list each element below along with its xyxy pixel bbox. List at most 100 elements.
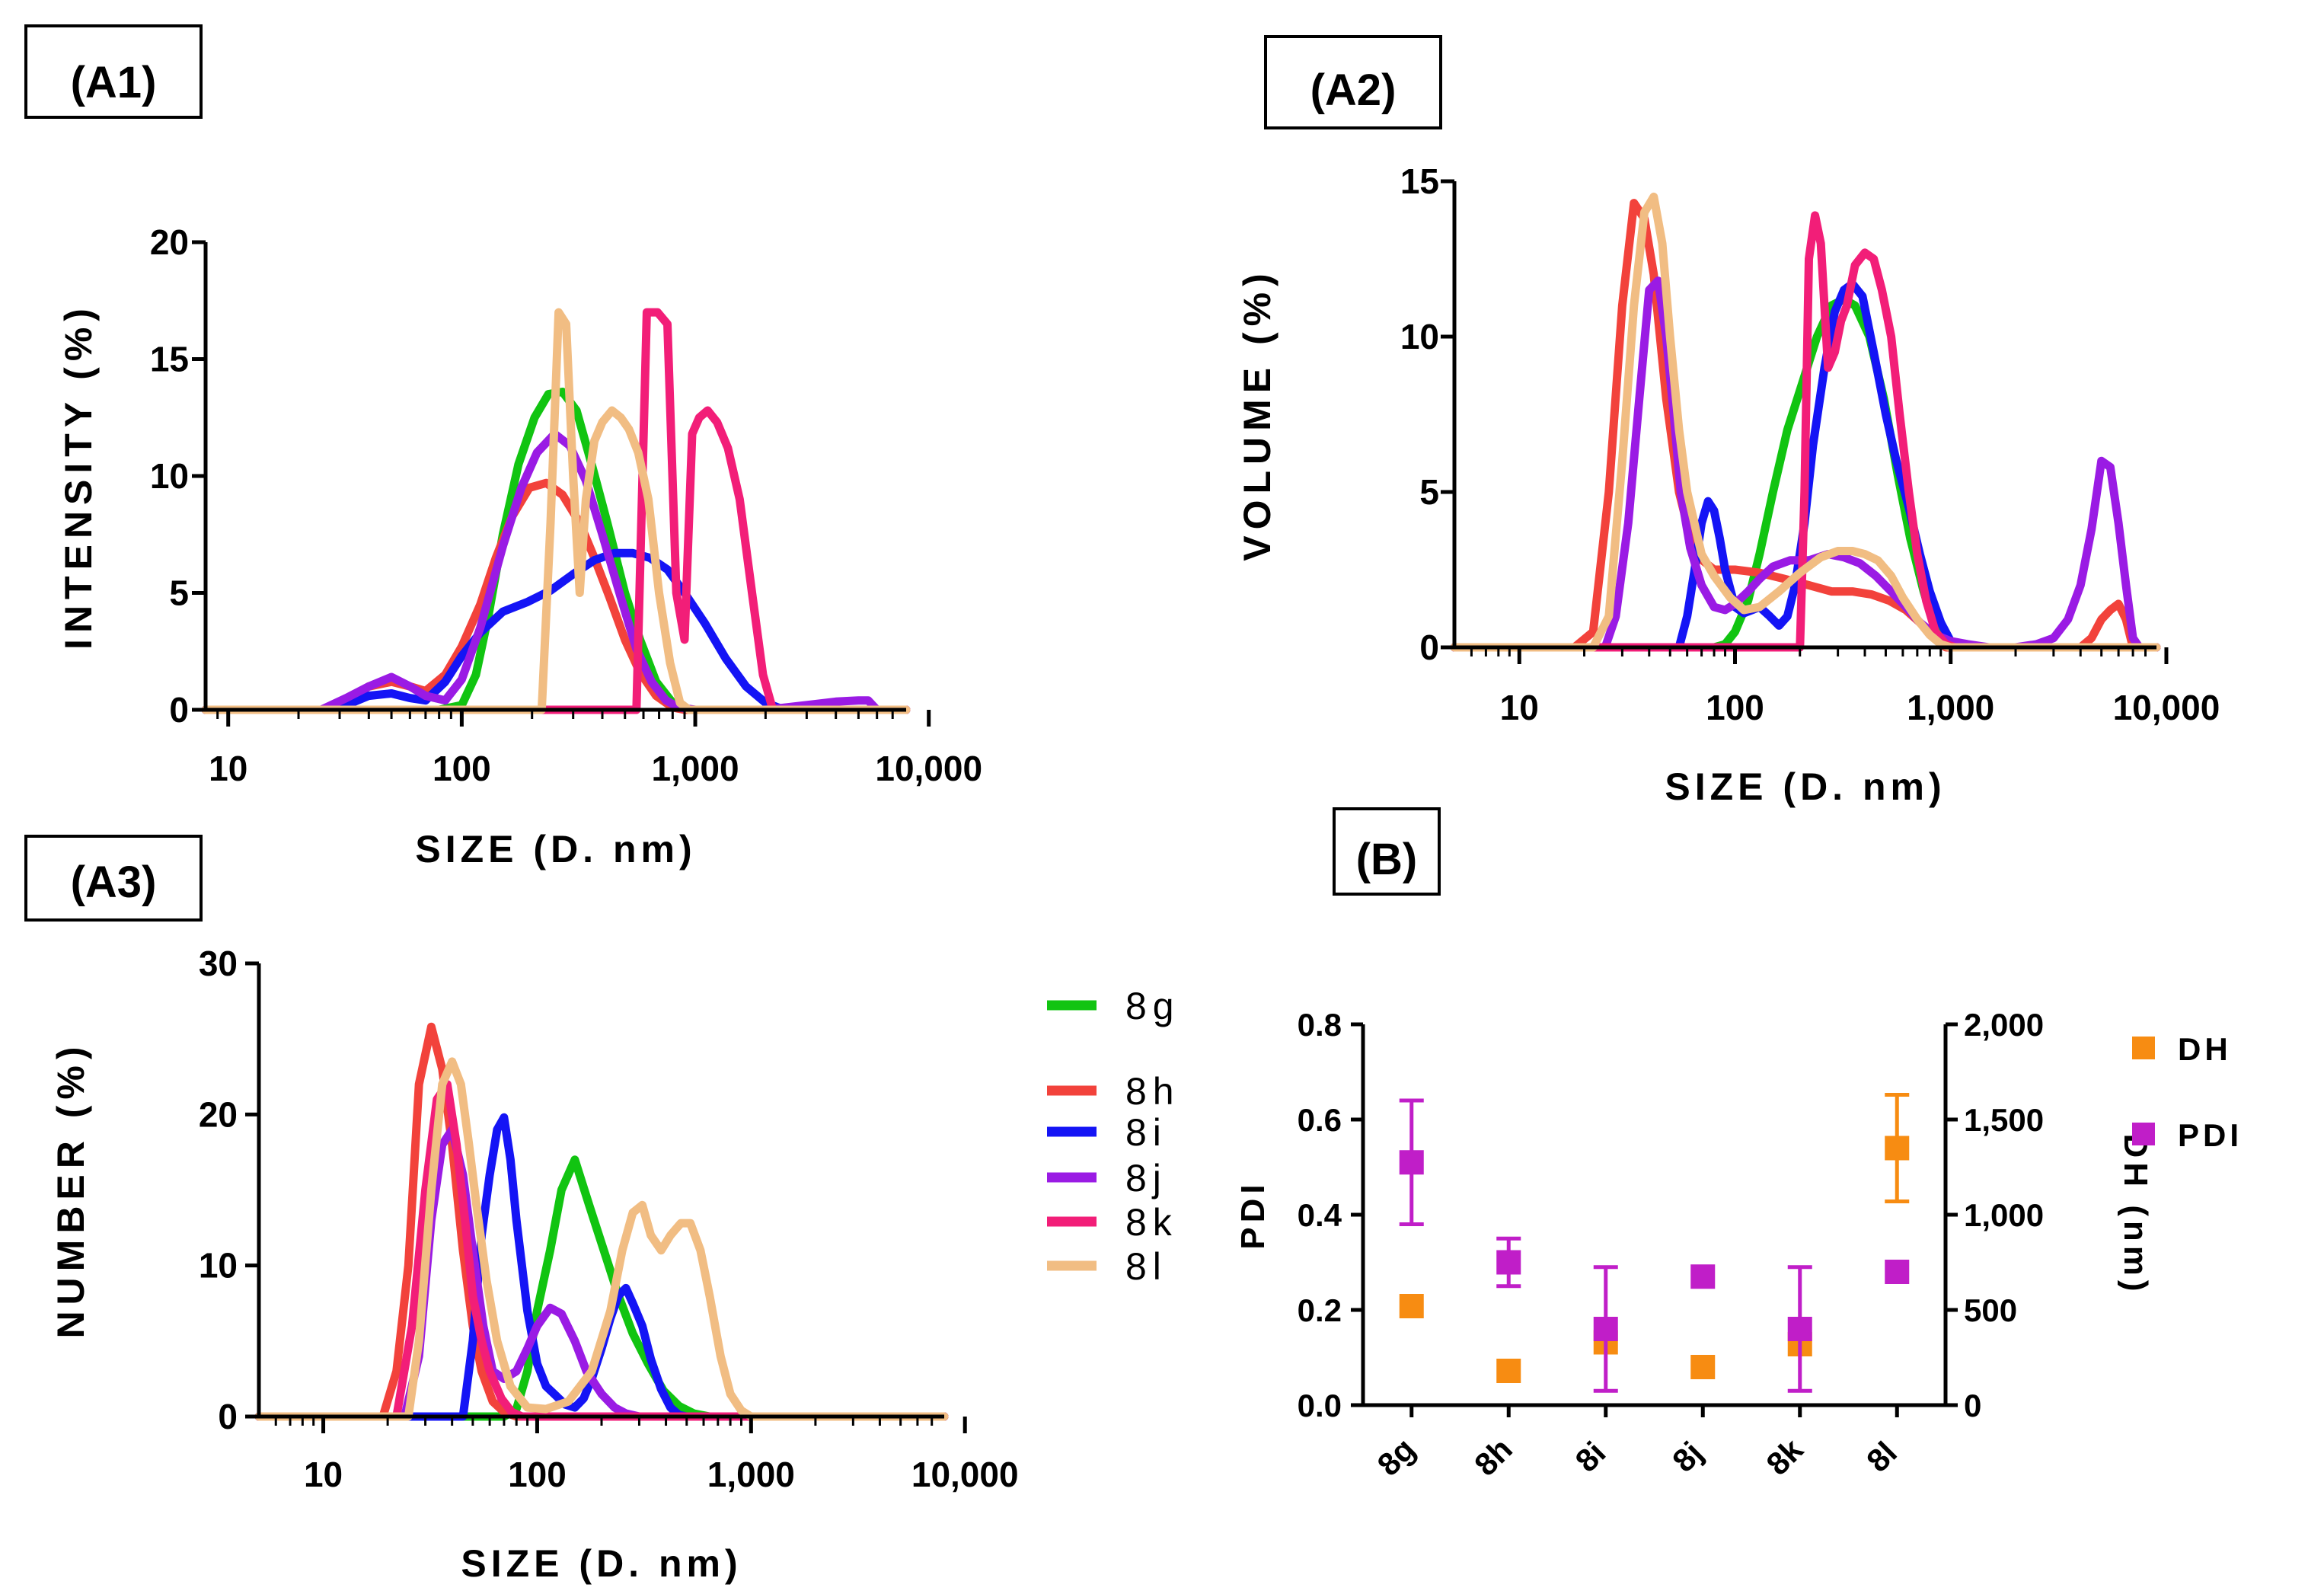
panel-label-b: (B) — [1333, 807, 1441, 896]
y-tick-label: 10 — [150, 456, 189, 496]
right-tick-label: 1,000 — [1964, 1197, 2044, 1233]
x-tick-label: 100 — [508, 1455, 567, 1494]
point-DH-8g — [1399, 1294, 1424, 1318]
legend-label-8i: 8i — [1125, 1111, 1167, 1154]
y-tick-label: 5 — [169, 573, 189, 613]
legend-label-8k: 8k — [1125, 1201, 1178, 1244]
left-tick-label: 0.6 — [1298, 1102, 1342, 1138]
point-DH-8j — [1690, 1355, 1716, 1379]
x-tick-label-8i: 8i — [1568, 1435, 1612, 1479]
point-PDI-8g — [1399, 1150, 1424, 1175]
y-tick-label: 20 — [150, 222, 189, 262]
left-tick-label: 0.0 — [1298, 1388, 1342, 1423]
x-axis-title: SIZE (D. nm) — [415, 828, 696, 870]
left-tick-label: 0.8 — [1298, 1007, 1342, 1043]
panel-b-pdi-dh-chart: 0.0 0.2 0.4 0.6 0.8 0 500 1,000 1,500 2,000 8g 8h 8i… — [1234, 1007, 2154, 1483]
legend-label-PDI: PDI — [2178, 1117, 2243, 1153]
y-tick-label: 0 — [1419, 628, 1439, 667]
panel-label-a3-text: (A3) — [71, 858, 157, 907]
series-line-8l — [201, 308, 911, 714]
panel-label-a3: (A3) — [24, 835, 203, 922]
point-DH-8h — [1496, 1359, 1521, 1383]
x-tick-label: 1,000 — [1907, 688, 1994, 727]
x-tick-label: 10 — [304, 1455, 343, 1494]
x-tick-label-8g: 8g — [1371, 1431, 1422, 1483]
x-axis-title: SIZE (D. nm) — [1665, 765, 1946, 808]
y-tick-label: 10 — [199, 1246, 238, 1286]
series-line-8h — [201, 478, 911, 714]
legend-label-8j: 8j — [1125, 1157, 1167, 1199]
y-tick-label: 15 — [1400, 161, 1439, 201]
x-tick-label: 100 — [1706, 688, 1764, 727]
y-tick-label: 5 — [1419, 472, 1439, 512]
right-tick-label: 0 — [1964, 1388, 1981, 1423]
series-line-8h — [1450, 199, 2161, 652]
series-group — [1450, 192, 2161, 652]
legend-label-8g: 8g — [1125, 985, 1180, 1027]
series-group — [201, 308, 911, 714]
left-tick-label: 0.4 — [1298, 1197, 1342, 1233]
y-tick-label: 0 — [218, 1397, 238, 1436]
right-tick-label: 2,000 — [1964, 1007, 2044, 1043]
y-tick-label: 30 — [199, 944, 238, 983]
legend-swatch-DH — [2132, 1037, 2155, 1059]
left-tick-label: 0.2 — [1298, 1292, 1342, 1328]
x-tick-label-8j: 8j — [1665, 1435, 1709, 1479]
legend-label-8l: 8l — [1125, 1245, 1167, 1288]
panel-label-a1: (A1) — [24, 24, 203, 119]
y-tick-label: 10 — [1400, 317, 1439, 356]
right-tick-label: 1,500 — [1964, 1102, 2044, 1138]
point-PDI-8i — [1593, 1317, 1618, 1341]
panel-a1-intensity-chart: 0 5 10 15 20 10 100 1,000 10,000 SIZE (D. nm) INTE… — [57, 222, 982, 870]
right-axis-title: DH (nm) — [2117, 1133, 2154, 1295]
series-line-8j — [201, 430, 911, 714]
x-tick-label: 10 — [1500, 688, 1539, 727]
panel-label-b-text: (B) — [1356, 835, 1418, 884]
legend-label-8h: 8h — [1125, 1070, 1180, 1113]
x-axis-title: SIZE (D. nm) — [461, 1542, 742, 1585]
series-line-8i — [201, 548, 911, 714]
series-line-8l — [1450, 192, 2161, 652]
x-tick-label-8h: 8h — [1467, 1431, 1519, 1483]
x-tick-label: 10,000 — [2113, 688, 2220, 727]
panel-label-a2-text: (A2) — [1310, 65, 1397, 115]
series-line-8k — [1450, 211, 2161, 652]
series-line-8g — [254, 1155, 949, 1421]
y-axis-title: INTENSITY (%) — [57, 302, 100, 650]
series-line-8k — [254, 1080, 949, 1421]
panel-label-a2: (A2) — [1264, 35, 1442, 129]
y-tick-label: 15 — [150, 340, 189, 379]
point-DH-8l — [1885, 1136, 1910, 1161]
series-group — [254, 1022, 949, 1421]
panel-a2-volume-chart: 0 5 10 15 10 100 1,000 10,000 SIZE (D. nm) VOLUME… — [1236, 161, 2220, 808]
point-PDI-8k — [1787, 1317, 1812, 1341]
x-tick-label: 10 — [209, 749, 247, 788]
point-PDI-8h — [1496, 1250, 1521, 1275]
series-line-8j — [254, 1125, 949, 1421]
series-line-8i — [254, 1113, 949, 1421]
x-tick-label-8k: 8k — [1759, 1431, 1810, 1482]
y-tick-label: 20 — [199, 1094, 238, 1134]
x-tick-label: 10,000 — [911, 1455, 1019, 1494]
legend-label-DH: DH — [2178, 1031, 2232, 1067]
left-axis-title: PDI — [1234, 1180, 1272, 1249]
legend-swatch-PDI — [2132, 1123, 2155, 1145]
point-PDI-8l — [1885, 1260, 1910, 1284]
y-tick-label: 0 — [169, 690, 189, 730]
x-tick-label: 1,000 — [707, 1455, 795, 1494]
x-tick-label: 10,000 — [875, 749, 982, 788]
right-tick-label: 500 — [1964, 1292, 2017, 1328]
x-tick-label: 1,000 — [651, 749, 739, 788]
panel-label-a1-text: (A1) — [71, 58, 157, 107]
series-line-8k — [201, 308, 911, 714]
y-axis-title: VOLUME (%) — [1236, 267, 1279, 561]
point-PDI-8j — [1690, 1264, 1716, 1289]
legend-b: DH PDI — [2132, 1031, 2243, 1153]
y-axis-title: NUMBER (%) — [49, 1040, 92, 1338]
series-line-8l — [254, 1057, 949, 1421]
x-tick-label: 100 — [433, 749, 491, 788]
panel-a3-number-chart: 0 10 20 30 10 100 1,000 10,000 SIZE (D. nm) NUMBE… — [49, 944, 1019, 1585]
x-tick-label-8l: 8l — [1860, 1435, 1904, 1479]
